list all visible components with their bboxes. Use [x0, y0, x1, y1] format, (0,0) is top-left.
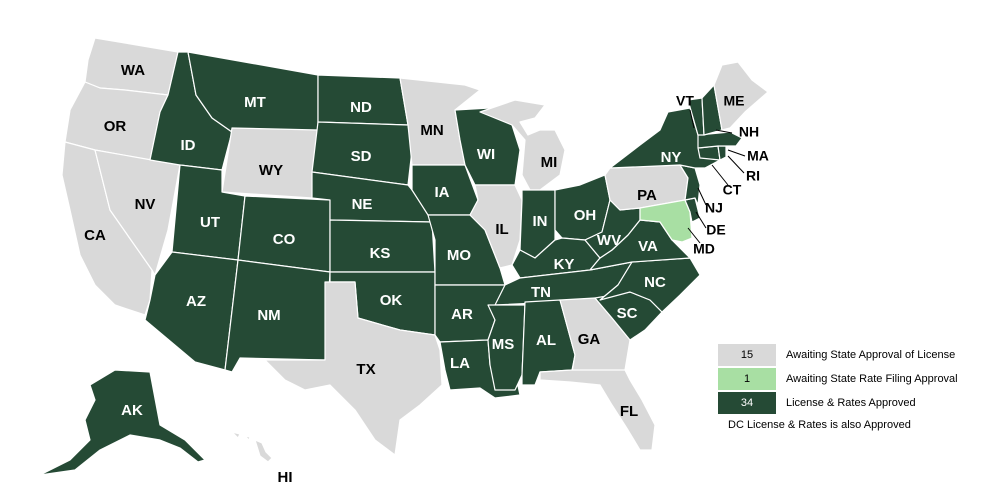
state-labels: WA OR CA NV ID MT WY UT CO AZ NM ND SD N…: [84, 62, 769, 486]
label-md: MD: [693, 241, 715, 257]
label-ma: MA: [747, 148, 769, 164]
state-nc[interactable]: [599, 257, 701, 313]
label-wa: WA: [121, 62, 145, 79]
label-tx: TX: [356, 361, 375, 378]
label-nc: NC: [644, 274, 666, 291]
label-wy: WY: [259, 162, 283, 179]
legend-label-approved: License & Rates Approved: [786, 397, 916, 409]
legend-swatch-awaiting-rate: 1: [718, 368, 776, 390]
label-id: ID: [181, 137, 196, 154]
label-ny: NY: [661, 149, 682, 166]
leader-lines: [687, 109, 746, 244]
label-nd: ND: [350, 99, 372, 116]
label-ar: AR: [451, 306, 473, 323]
label-wi: WI: [477, 146, 495, 163]
label-de: DE: [706, 222, 725, 238]
legend-row-approved: 34 License & Rates Approved: [718, 391, 983, 415]
label-la: LA: [450, 355, 470, 372]
label-nh: NH: [739, 124, 759, 140]
label-ut: UT: [200, 214, 220, 231]
label-ok: OK: [380, 292, 403, 309]
label-oh: OH: [574, 207, 597, 224]
label-wv: WV: [597, 232, 621, 249]
label-ri: RI: [746, 168, 760, 184]
label-mi: MI: [541, 154, 558, 171]
legend-swatch-approved: 34: [718, 392, 776, 414]
label-sc: SC: [617, 305, 638, 322]
label-co: CO: [273, 231, 296, 248]
label-ks: KS: [370, 245, 391, 262]
label-ga: GA: [578, 331, 601, 348]
state-sd[interactable]: [311, 121, 413, 186]
state-nj[interactable]: [679, 164, 701, 206]
label-al: AL: [536, 332, 556, 349]
state-hi[interactable]: [231, 431, 273, 463]
legend-label-awaiting-license: Awaiting State Approval of License: [786, 349, 956, 361]
label-ak: AK: [121, 402, 143, 419]
label-tn: TN: [531, 284, 551, 301]
legend-count-awaiting-rate: 1: [743, 373, 751, 385]
label-nm: NM: [257, 307, 280, 324]
legend-count-awaiting-license: 15: [740, 349, 754, 361]
state-az[interactable]: [144, 251, 239, 371]
label-vt: VT: [676, 93, 694, 109]
label-ia: IA: [435, 184, 450, 201]
state-me[interactable]: [713, 61, 769, 131]
legend-row-awaiting-license: 15 Awaiting State Approval of License: [718, 343, 983, 367]
map-legend: 15 Awaiting State Approval of License 1 …: [718, 343, 983, 431]
label-az: AZ: [186, 293, 206, 310]
label-sd: SD: [351, 148, 372, 165]
label-mn: MN: [420, 122, 443, 139]
label-in: IN: [533, 213, 548, 230]
label-ca: CA: [84, 227, 106, 244]
legend-label-awaiting-rate: Awaiting State Rate Filing Approval: [786, 373, 958, 385]
label-nv: NV: [135, 196, 156, 213]
state-fl[interactable]: [539, 369, 656, 451]
legend-note-dc: DC License & Rates is also Approved: [728, 419, 911, 431]
state-ak[interactable]: [39, 369, 206, 476]
label-ct: CT: [723, 182, 742, 198]
label-fl: FL: [620, 403, 638, 420]
label-me: ME: [724, 93, 745, 109]
label-ky: KY: [554, 256, 575, 273]
label-il: IL: [495, 221, 508, 238]
label-ne: NE: [352, 196, 373, 213]
label-or: OR: [104, 118, 127, 135]
label-pa: PA: [637, 187, 657, 204]
label-nj: NJ: [705, 200, 723, 216]
state-ri[interactable]: [717, 145, 727, 161]
label-mt: MT: [244, 94, 266, 111]
label-mo: MO: [447, 247, 471, 264]
state-il[interactable]: [469, 184, 523, 269]
state-tx[interactable]: [264, 281, 443, 456]
state-mi[interactable]: [479, 99, 566, 191]
legend-count-approved: 34: [740, 397, 754, 409]
label-va: VA: [638, 238, 658, 255]
label-hi: HI: [278, 469, 293, 486]
legend-swatch-awaiting-license: 15: [718, 344, 776, 366]
legend-row-awaiting-rate: 1 Awaiting State Rate Filing Approval: [718, 367, 983, 391]
label-ms: MS: [492, 336, 515, 353]
